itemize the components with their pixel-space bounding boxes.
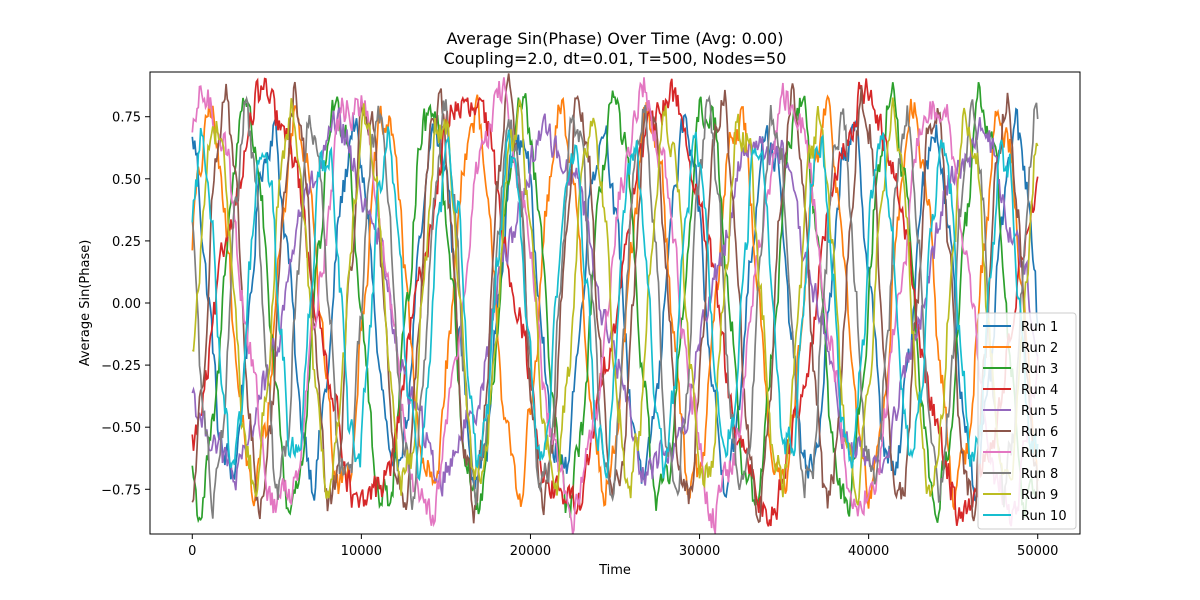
legend-entry-label: Run 6 — [1021, 425, 1058, 440]
series-line-run-8 — [191, 94, 1039, 519]
legend-entry-label: Run 1 — [1021, 320, 1058, 335]
legend-entry-label: Run 2 — [1021, 341, 1058, 356]
legend: Run 1 Run 2 Run 3 Run 4 Run 5 Run 6 Run 7 Run 8… — [977, 312, 1077, 530]
series-line-run-10 — [191, 126, 1039, 482]
legend-entry-label: Run 10 — [1021, 509, 1067, 524]
y-tick-label: −0.50 — [101, 421, 141, 436]
x-axis: 0 10000 20000 30000 40000 50000 — [188, 534, 1058, 559]
legend-entry-label: Run 5 — [1021, 404, 1058, 419]
legend-entry-label: Run 4 — [1021, 383, 1058, 398]
y-tick-label: 0.25 — [112, 235, 141, 250]
chart-subtitle: Coupling=2.0, dt=0.01, T=500, Nodes=50 — [444, 49, 787, 68]
x-axis-label: Time — [598, 563, 631, 578]
x-tick-label: 10000 — [341, 544, 382, 559]
x-tick-label: 50000 — [1017, 544, 1058, 559]
y-axis-label: Average Sin(Phase) — [78, 240, 93, 367]
x-tick-label: 30000 — [679, 544, 720, 559]
legend-entry-label: Run 3 — [1021, 362, 1058, 377]
chart-title: Average Sin(Phase) Over Time (Avg: 0.00) — [447, 29, 784, 48]
legend-entry-label: Run 8 — [1021, 467, 1058, 482]
y-tick-label: 0.00 — [112, 297, 141, 312]
series-line-run-1 — [191, 107, 1039, 503]
y-tick-label: −0.75 — [101, 483, 141, 498]
series-line-run-5 — [191, 107, 1039, 497]
y-tick-label: 0.75 — [112, 111, 141, 126]
y-axis: −0.75 −0.50 −0.25 0.00 0.25 0.50 0.75 — [101, 111, 150, 498]
plot-lines — [191, 73, 1039, 534]
legend-entry-label: Run 9 — [1021, 488, 1058, 503]
series-line-run-3 — [191, 81, 1039, 524]
legend-entry-label: Run 7 — [1021, 446, 1058, 461]
x-tick-label: 20000 — [510, 544, 551, 559]
y-tick-label: 0.50 — [112, 173, 141, 188]
x-tick-label: 40000 — [848, 544, 889, 559]
x-tick-label: 0 — [188, 544, 196, 559]
y-tick-label: −0.25 — [101, 359, 141, 374]
